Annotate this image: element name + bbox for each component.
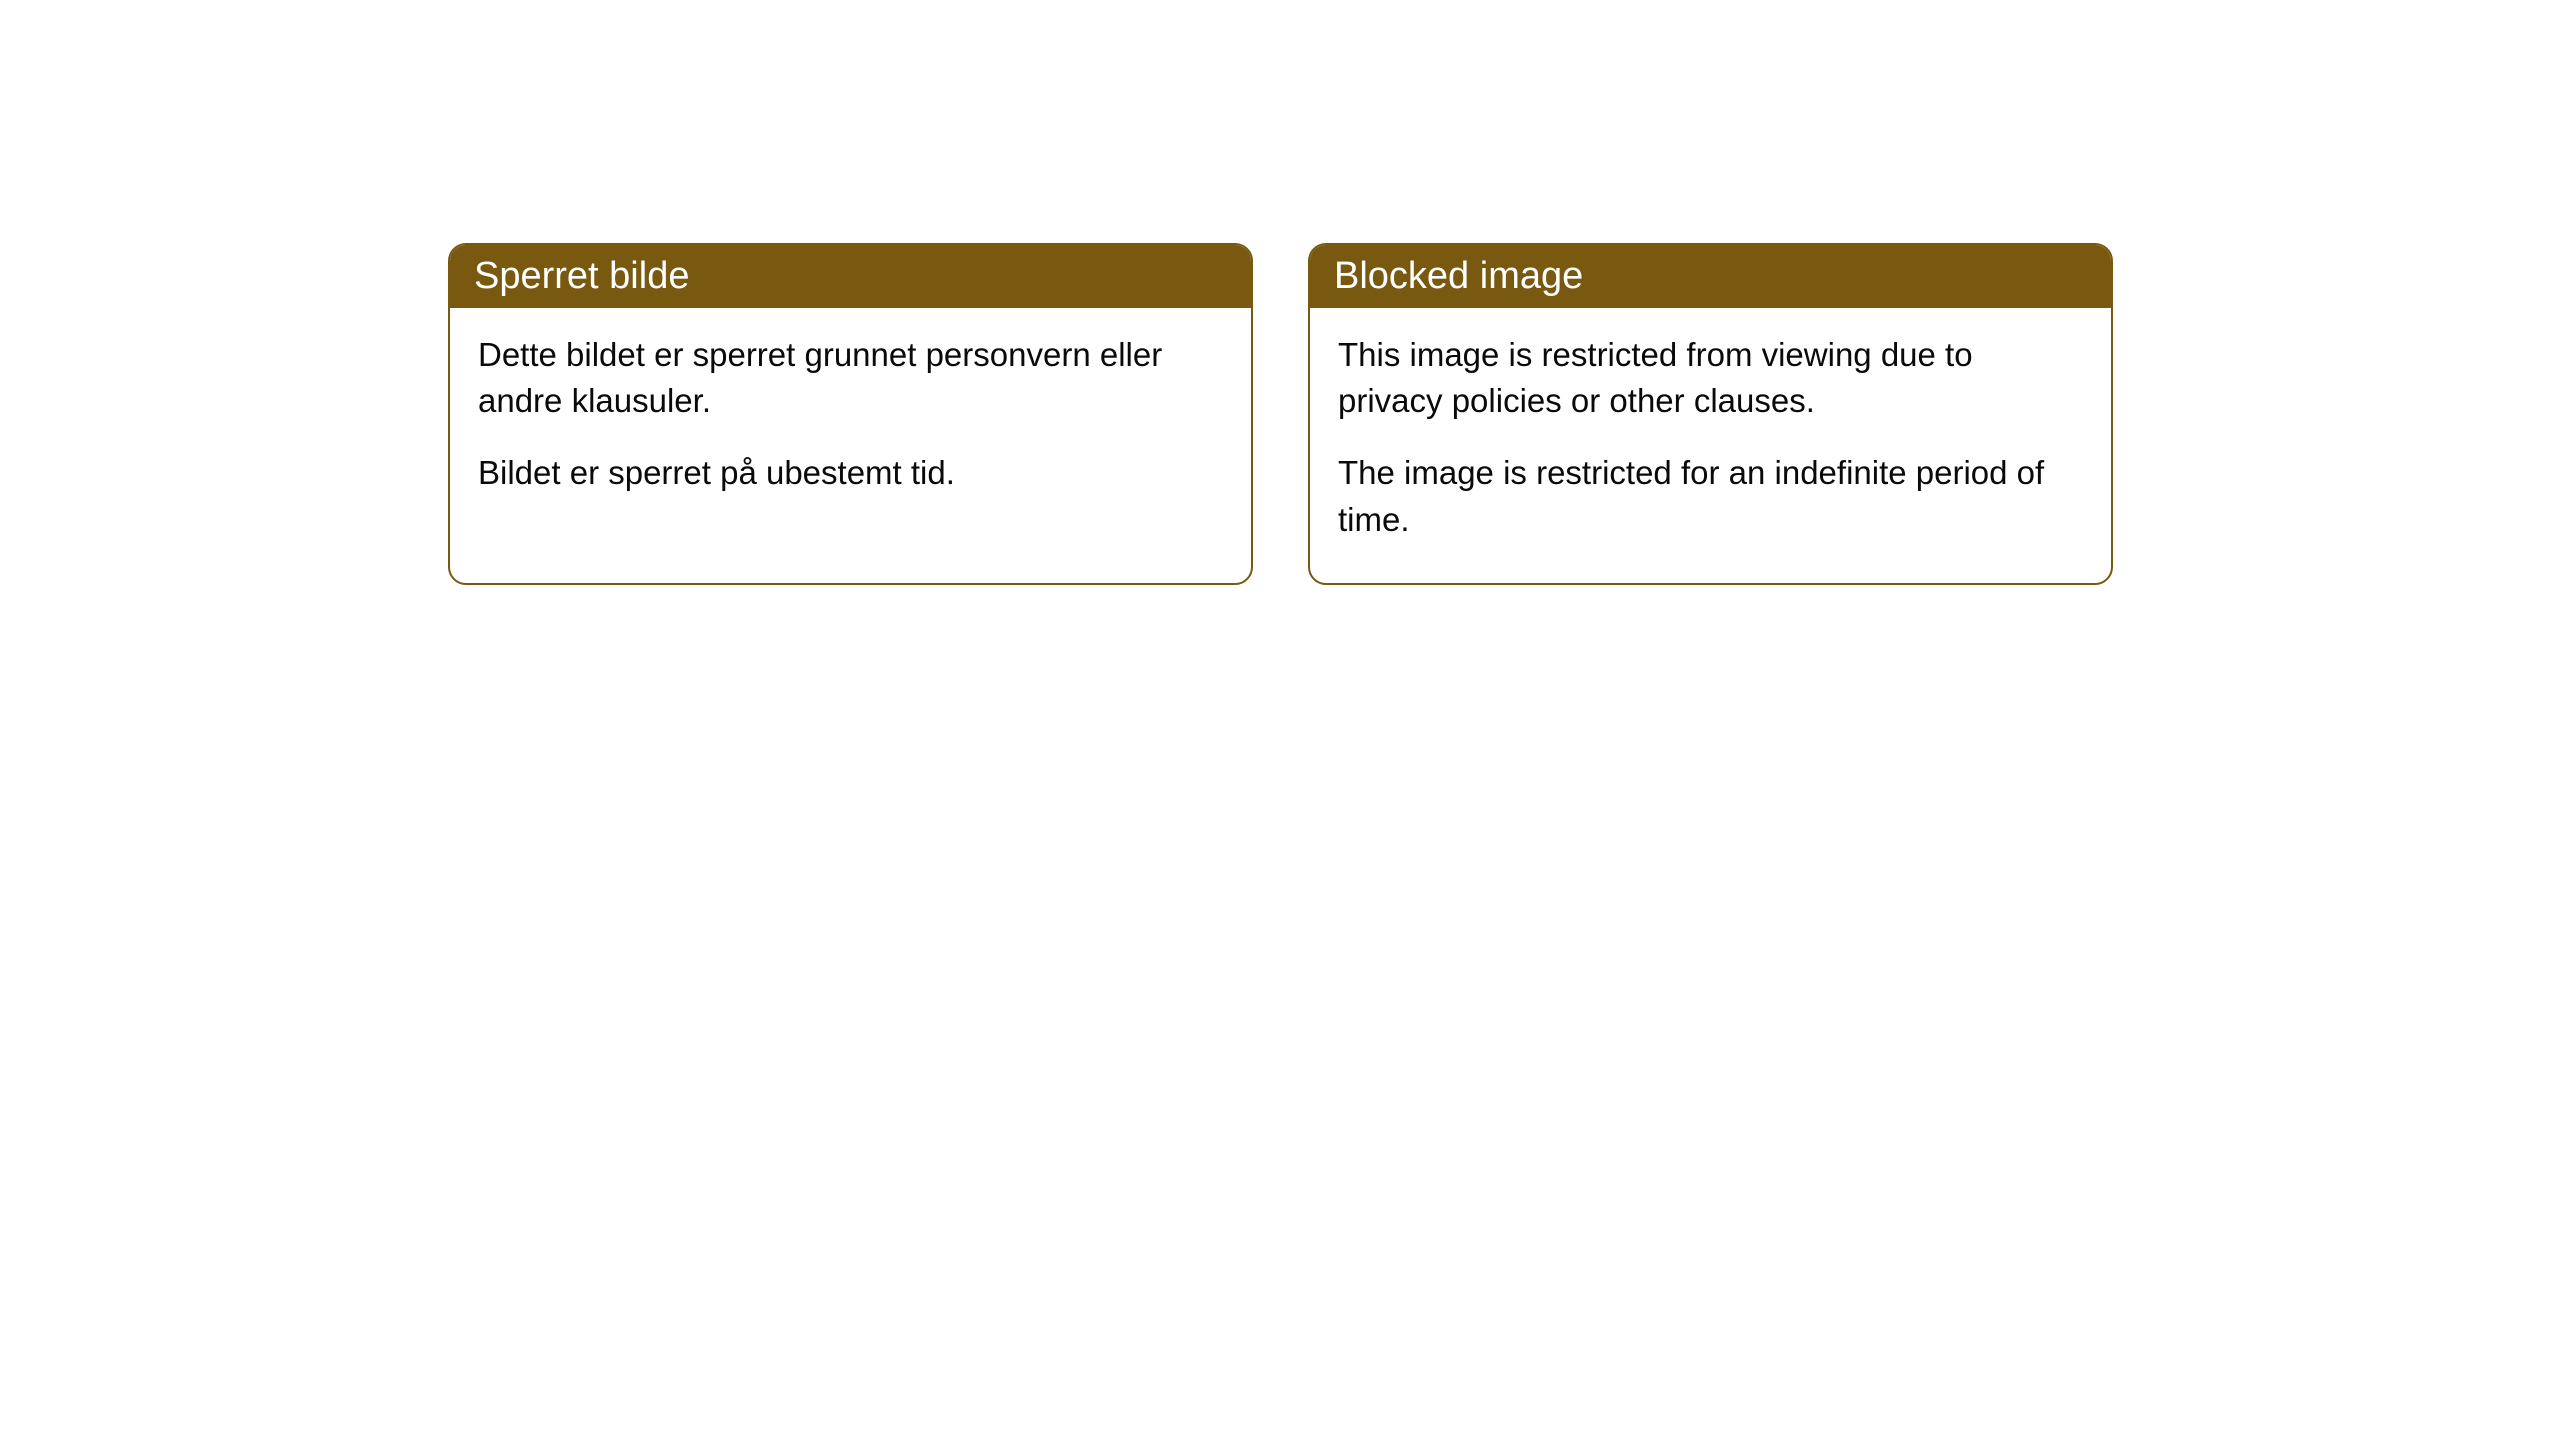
card-english: Blocked image This image is restricted f… [1308,243,2113,585]
card-header-english: Blocked image [1310,245,2111,308]
card-body-para1-english: This image is restricted from viewing du… [1338,332,2083,424]
card-header-norwegian: Sperret bilde [450,245,1251,308]
card-body-para2-english: The image is restricted for an indefinit… [1338,450,2083,542]
card-body-english: This image is restricted from viewing du… [1310,308,2111,583]
card-norwegian: Sperret bilde Dette bildet er sperret gr… [448,243,1253,585]
card-body-norwegian: Dette bildet er sperret grunnet personve… [450,308,1251,537]
cards-container: Sperret bilde Dette bildet er sperret gr… [448,243,2113,585]
card-body-para1-norwegian: Dette bildet er sperret grunnet personve… [478,332,1223,424]
card-body-para2-norwegian: Bildet er sperret på ubestemt tid. [478,450,1223,496]
